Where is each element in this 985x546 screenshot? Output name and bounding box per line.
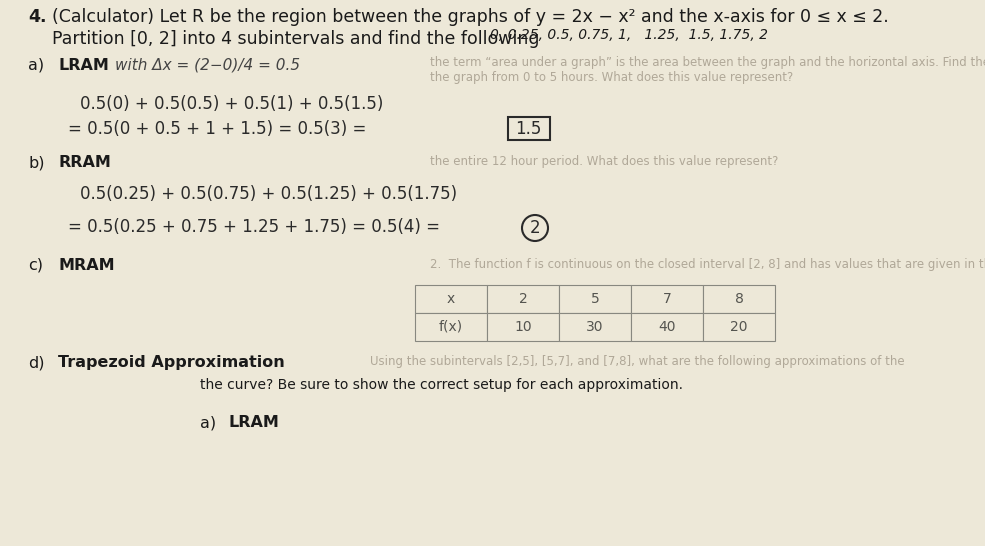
- Text: f(x): f(x): [439, 320, 463, 334]
- Text: 2: 2: [530, 219, 541, 237]
- Text: c): c): [28, 258, 43, 273]
- Text: with Δx = (2−0)/4 = 0.5: with Δx = (2−0)/4 = 0.5: [115, 58, 300, 73]
- Text: 20: 20: [730, 320, 748, 334]
- Bar: [631, 285, 703, 313]
- Text: a): a): [28, 58, 44, 73]
- Text: RRAM: RRAM: [58, 155, 111, 170]
- Text: 4.: 4.: [28, 8, 46, 26]
- Text: x: x: [447, 292, 455, 306]
- Bar: [703, 285, 775, 313]
- Text: = 0.5(0.25 + 0.75 + 1.25 + 1.75) = 0.5(4) =: = 0.5(0.25 + 0.75 + 1.25 + 1.75) = 0.5(4…: [68, 218, 440, 236]
- Bar: [703, 313, 775, 341]
- Bar: [631, 313, 703, 341]
- Text: the graph from 0 to 5 hours. What does this value represent?: the graph from 0 to 5 hours. What does t…: [430, 71, 793, 84]
- Text: Trapezoid Approximation: Trapezoid Approximation: [58, 355, 285, 370]
- Bar: [559, 285, 631, 313]
- Text: 0, 0.25, 0.5, 0.75, 1,   1.25,  1.5, 1.75, 2: 0, 0.25, 0.5, 0.75, 1, 1.25, 1.5, 1.75, …: [490, 28, 768, 42]
- Text: 5: 5: [591, 292, 600, 306]
- Text: Partition [0, 2] into 4 subintervals and find the following: Partition [0, 2] into 4 subintervals and…: [52, 30, 540, 48]
- Bar: [487, 313, 559, 341]
- Text: 0.5(0) + 0.5(0.5) + 0.5(1) + 0.5(1.5): 0.5(0) + 0.5(0.5) + 0.5(1) + 0.5(1.5): [80, 95, 383, 113]
- Text: 30: 30: [586, 320, 604, 334]
- Text: 2.  The function f is continuous on the closed interval [2, 8] and has values th: 2. The function f is continuous on the c…: [430, 258, 985, 271]
- Text: 40: 40: [658, 320, 676, 334]
- Circle shape: [522, 215, 548, 241]
- Bar: [508, 117, 550, 140]
- Text: 1.5: 1.5: [515, 120, 542, 138]
- Text: 0.5(0.25) + 0.5(0.75) + 0.5(1.25) + 0.5(1.75): 0.5(0.25) + 0.5(0.75) + 0.5(1.25) + 0.5(…: [80, 185, 457, 203]
- Text: 7: 7: [663, 292, 672, 306]
- Bar: [487, 285, 559, 313]
- Text: MRAM: MRAM: [58, 258, 114, 273]
- Text: = 0.5(0 + 0.5 + 1 + 1.5) = 0.5(3) =: = 0.5(0 + 0.5 + 1 + 1.5) = 0.5(3) =: [68, 120, 366, 138]
- Text: (Calculator) Let R be the region between the graphs of y = 2x − x² and the x-axi: (Calculator) Let R be the region between…: [52, 8, 888, 26]
- Text: 8: 8: [735, 292, 744, 306]
- Bar: [415, 285, 487, 313]
- Text: 10: 10: [514, 320, 532, 334]
- Bar: [559, 313, 631, 341]
- Text: b): b): [28, 155, 44, 170]
- Text: the entire 12 hour period. What does this value represent?: the entire 12 hour period. What does thi…: [430, 155, 778, 168]
- Bar: [415, 313, 487, 341]
- Text: the curve? Be sure to show the correct setup for each approximation.: the curve? Be sure to show the correct s…: [200, 378, 683, 392]
- Text: 2: 2: [519, 292, 527, 306]
- Text: a): a): [200, 415, 216, 430]
- Text: the term “area under a graph” is the area between the graph and the horizontal a: the term “area under a graph” is the are…: [430, 56, 985, 69]
- Text: Using the subintervals [2,5], [5,7], and [7,8], what are the following approxima: Using the subintervals [2,5], [5,7], and…: [370, 355, 904, 368]
- Text: d): d): [28, 355, 44, 370]
- Text: LRAM: LRAM: [58, 58, 109, 73]
- Text: LRAM: LRAM: [228, 415, 279, 430]
